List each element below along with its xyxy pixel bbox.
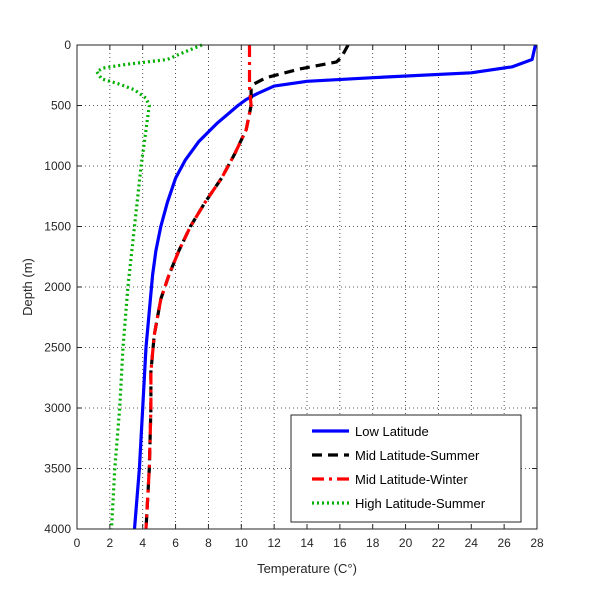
x-tick-label: 26 xyxy=(497,536,511,550)
x-tick-label: 18 xyxy=(366,536,380,550)
x-tick-label: 14 xyxy=(300,536,314,550)
series-line-1 xyxy=(132,44,537,530)
y-tick-label: 0 xyxy=(64,38,71,52)
y-axis-label: Depth (m) xyxy=(20,258,35,316)
y-tick-label: 500 xyxy=(51,99,71,113)
series-line-3 xyxy=(144,45,253,530)
x-axis-label: Temperature (C°) xyxy=(257,561,357,576)
x-tick-label: 24 xyxy=(465,536,479,550)
x-tick-label: 4 xyxy=(139,536,146,550)
y-tick-label: 4000 xyxy=(44,522,71,536)
x-tick-label: 10 xyxy=(235,536,249,550)
y-tick-label: 2500 xyxy=(44,341,71,355)
legend-label-2: Mid Latitude-Summer xyxy=(355,448,480,463)
x-tick-label: 28 xyxy=(530,536,544,550)
legend: Low Latitude Mid Latitude-Summer Mid Latit… xyxy=(290,414,522,523)
series-lines xyxy=(95,43,537,530)
x-tick-label: 6 xyxy=(172,536,179,550)
x-tick-label: 16 xyxy=(333,536,347,550)
y-axis: 0 500 1000 1500 2000 2500 3000 3500 4000 xyxy=(44,38,537,536)
y-tick-label: 3500 xyxy=(44,462,71,476)
x-tick-label: 20 xyxy=(399,536,413,550)
y-tick-label: 2000 xyxy=(44,280,71,294)
y-tick-label: 3000 xyxy=(44,401,71,415)
legend-label-4: High Latitude-Summer xyxy=(355,496,486,511)
x-tick-label: 2 xyxy=(107,536,114,550)
legend-box xyxy=(290,414,522,523)
y-tick-label: 1500 xyxy=(44,220,71,234)
x-axis: 0 2 4 6 8 10 12 14 16 18 20 22 24 26 28 xyxy=(74,45,544,550)
legend-label-1: Low Latitude xyxy=(355,424,429,439)
x-tick-label: 12 xyxy=(267,536,281,550)
x-tick-label: 8 xyxy=(205,536,212,550)
x-tick-label: 22 xyxy=(432,536,446,550)
x-tick-label: 0 xyxy=(74,536,81,550)
legend-label-3: Mid Latitude-Winter xyxy=(355,472,468,487)
y-tick-label: 1000 xyxy=(44,159,71,173)
